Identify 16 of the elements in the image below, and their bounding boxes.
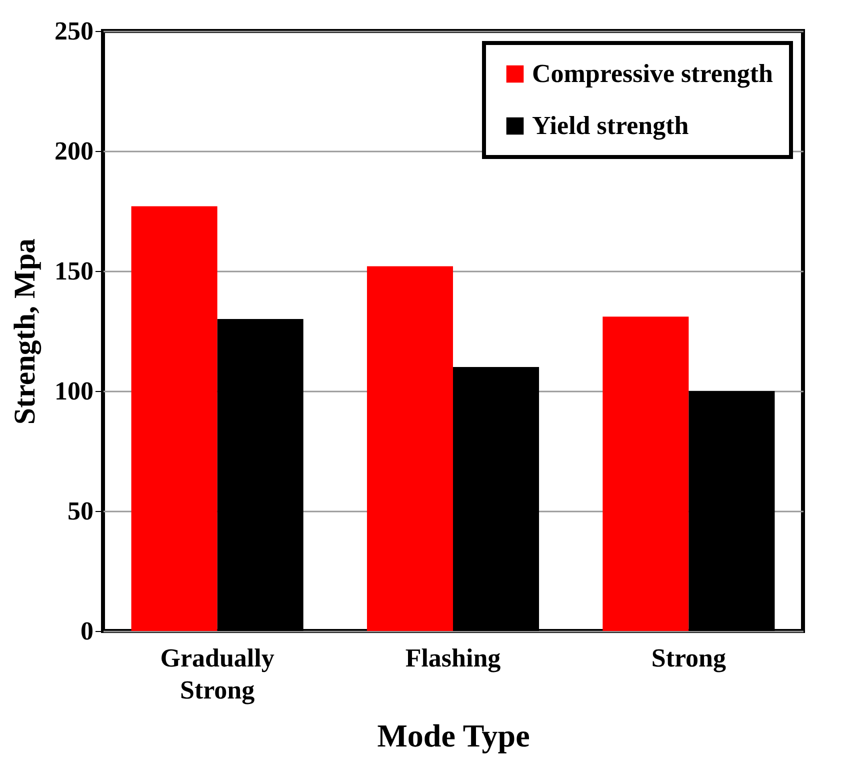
y-tick-label: 250	[54, 16, 94, 46]
y-tick-label: 50	[68, 496, 94, 526]
x-tick-label: Flashing	[405, 644, 501, 672]
bar	[366, 266, 453, 631]
y-tick-label: 0	[80, 616, 94, 646]
y-tick-label: 100	[54, 376, 94, 406]
x-tick-label: Gradually Strong	[160, 644, 274, 704]
y-axis-title: Strength, Mpa	[8, 238, 42, 425]
legend-label: Compressive strength	[532, 59, 774, 88]
bar	[131, 206, 218, 631]
legend-label: Yield strength	[532, 111, 690, 140]
x-axis-title: Mode Type	[377, 718, 530, 754]
x-tick-label: Strong	[651, 644, 726, 672]
y-tick-label: 200	[54, 136, 94, 166]
y-tick-label: 150	[54, 256, 94, 286]
bar	[602, 316, 689, 631]
